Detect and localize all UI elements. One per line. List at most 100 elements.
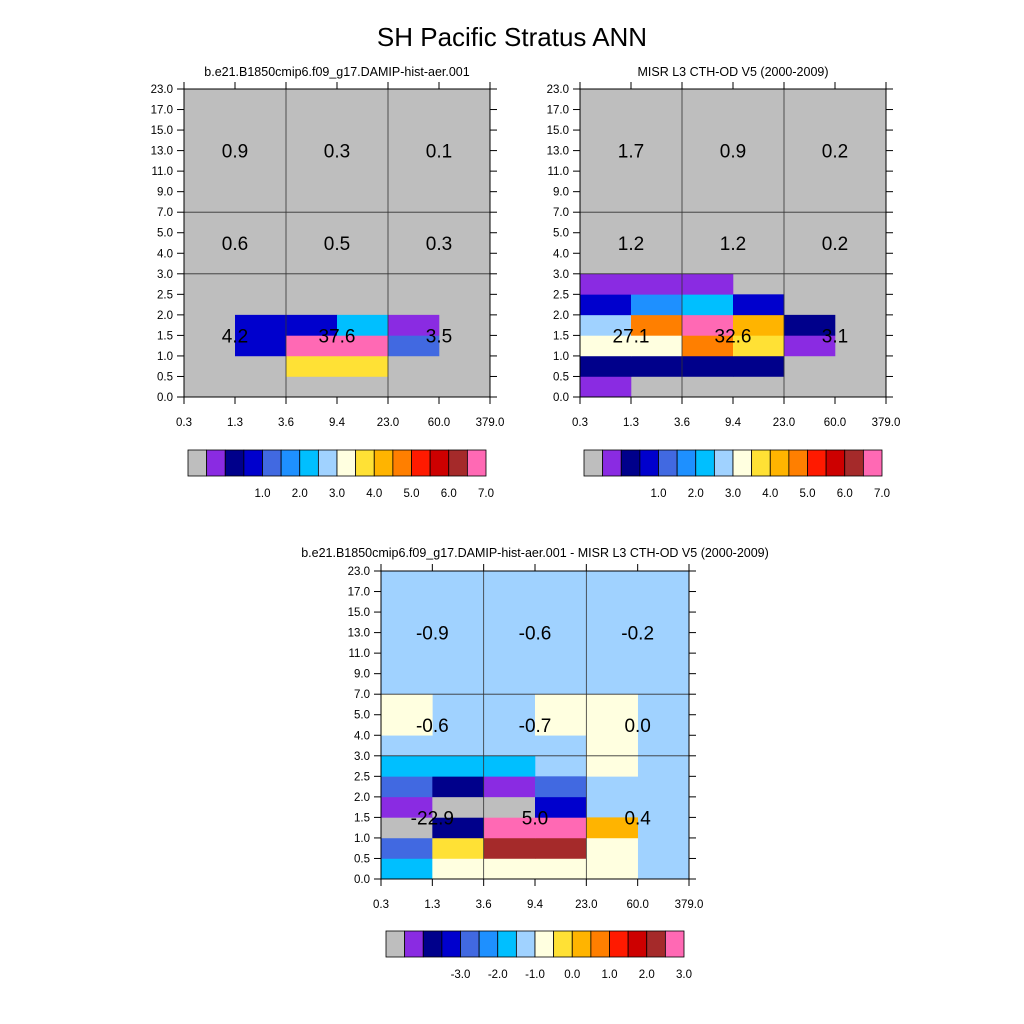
y-tick-label: 0.5 — [354, 853, 370, 865]
y-tick-label: 11.0 — [151, 166, 173, 178]
y-tick-label: 11.0 — [547, 166, 569, 178]
colorbar-swatch — [299, 449, 319, 477]
heatmap-cell — [483, 776, 536, 798]
y-tick-label: 15.0 — [348, 607, 370, 619]
panels: b.e21.B1850cmip6.f09_g17.DAMIP-hist-aer.… — [151, 65, 901, 981]
region-value-label: 3.1 — [822, 326, 848, 347]
colorbar-swatch — [646, 930, 666, 958]
heatmap-cell — [586, 817, 638, 839]
colorbar-swatch — [788, 449, 808, 477]
x-tick-label: 379.0 — [476, 417, 505, 429]
y-tick-label: 3.0 — [157, 269, 173, 281]
y-tick-label: 0.0 — [354, 874, 370, 886]
region-value-label: 32.6 — [715, 326, 752, 347]
heatmap-cell — [682, 273, 734, 295]
colorbar-label: 1.0 — [651, 488, 667, 500]
chart-panel: b.e21.B1850cmip6.f09_g17.DAMIP-hist-aer.… — [301, 546, 769, 981]
x-tick-label: 3.6 — [278, 417, 294, 429]
heatmap-cell — [631, 273, 683, 295]
colorbar-swatch — [844, 449, 864, 477]
colorbar-swatch — [206, 449, 226, 477]
heatmap-cell — [580, 273, 632, 295]
y-tick-label: 7.0 — [157, 207, 173, 219]
heatmap-cell — [483, 755, 536, 777]
region-value-label: 1.7 — [618, 142, 644, 163]
region-value-label: -0.2 — [621, 624, 654, 645]
region-value-label: 0.6 — [222, 234, 248, 255]
heatmap-cell — [381, 837, 433, 859]
heatmap-cell — [432, 837, 484, 859]
y-tick-label: 13.0 — [547, 146, 569, 158]
region-value-label: 0.1 — [426, 142, 452, 163]
colorbar-label: 6.0 — [837, 488, 853, 500]
colorbar-swatch — [658, 449, 678, 477]
x-tick-label: 9.4 — [527, 899, 544, 911]
y-tick-label: 1.0 — [553, 351, 569, 363]
heatmap-cell — [432, 796, 484, 818]
heatmap-cell — [682, 314, 734, 336]
region-value-label: 1.2 — [618, 234, 644, 255]
heatmap-cell — [483, 796, 536, 818]
x-tick-label: 23.0 — [773, 417, 795, 429]
colorbar-label: 1.0 — [255, 488, 271, 500]
heatmap-cell — [535, 837, 587, 859]
y-tick-label: 7.0 — [553, 207, 569, 219]
colorbar-swatch — [807, 449, 827, 477]
region-value-label: 0.4 — [624, 808, 651, 829]
heatmap-cell — [631, 355, 683, 377]
colorbar-label: 7.0 — [874, 488, 890, 500]
heatmap-cell — [733, 355, 785, 377]
region-value-label: 3.5 — [426, 326, 452, 347]
colorbar-label: 3.0 — [676, 969, 692, 981]
chart-panel: MISR L3 CTH-OD V5 (2000-2009)0.00.51.01.… — [547, 65, 901, 500]
heatmap-cell — [631, 314, 683, 336]
y-tick-label: 2.5 — [157, 289, 173, 301]
heatmap-cell — [535, 694, 587, 716]
heatmap-cell — [586, 694, 638, 716]
colorbar-swatch — [583, 449, 604, 477]
colorbar-swatch — [441, 930, 461, 958]
y-tick-label: 9.0 — [354, 669, 370, 681]
y-tick-label: 17.0 — [348, 587, 370, 599]
y-tick-label: 1.5 — [157, 330, 173, 342]
heatmap-cell — [580, 376, 632, 398]
heatmap-cell — [483, 858, 536, 880]
panel-title: b.e21.B1850cmip6.f09_g17.DAMIP-hist-aer.… — [301, 546, 769, 560]
heatmap-cell — [432, 858, 484, 880]
colorbar-label: 1.0 — [602, 969, 618, 981]
heatmap-cell — [535, 776, 587, 798]
colorbar-label: 7.0 — [478, 488, 494, 500]
colorbar-swatch — [280, 449, 301, 477]
heatmap-cell — [381, 817, 433, 839]
colorbar: -3.0 -2.0 -1.0 0.0 1.0 2.0 3.0 — [385, 930, 692, 981]
colorbar-swatch — [515, 930, 536, 958]
colorbar-swatch — [422, 930, 443, 958]
colorbar-swatch — [460, 930, 480, 958]
colorbar-swatch — [602, 449, 622, 477]
y-tick-label: 5.0 — [553, 228, 569, 240]
heatmap-cell — [784, 335, 836, 357]
y-tick-label: 0.0 — [553, 392, 569, 404]
y-tick-label: 3.0 — [354, 751, 370, 763]
region-value-label: 27.1 — [613, 326, 650, 347]
heatmap-cell — [535, 796, 587, 818]
x-tick-label: 379.0 — [872, 417, 901, 429]
colorbar-swatch — [664, 930, 685, 958]
colorbar-swatch — [639, 449, 659, 477]
colorbar-label: 4.0 — [762, 488, 778, 500]
colorbar-swatch — [534, 930, 555, 958]
heatmap-cell — [388, 314, 440, 336]
x-tick-label: 60.0 — [824, 417, 846, 429]
colorbar-swatch — [411, 449, 431, 477]
heatmap-cell — [784, 314, 836, 336]
colorbar-swatch — [620, 449, 641, 477]
y-tick-label: 15.0 — [547, 125, 569, 137]
colorbar: 1.0 2.0 3.0 4.0 5.0 6.0 7.0 — [583, 449, 890, 500]
heatmap-cell — [381, 776, 433, 798]
y-tick-label: 2.0 — [157, 310, 173, 322]
colorbar-label: -1.0 — [525, 969, 545, 981]
y-tick-label: 11.0 — [348, 648, 370, 660]
region-value-label: -0.7 — [519, 716, 552, 737]
y-tick-label: 4.0 — [354, 730, 370, 742]
x-tick-label: 9.4 — [725, 417, 742, 429]
